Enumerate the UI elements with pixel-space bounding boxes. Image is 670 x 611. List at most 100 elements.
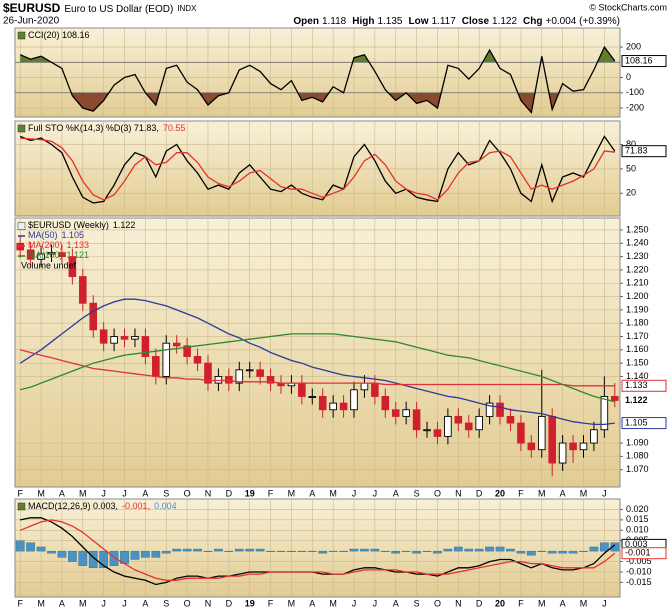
quote-label: Chg: [523, 16, 542, 27]
end-value-label: 1.105: [625, 417, 648, 427]
x-tick-label: A: [393, 488, 399, 498]
y-tick-label: 1.080: [626, 451, 649, 461]
y-tick-label: -200: [626, 102, 644, 112]
candle-body: [371, 382, 379, 397]
candle-body: [183, 345, 191, 357]
panel-title: MACD(12,26,9) 0.003, -0.001, 0.004: [28, 501, 177, 511]
panel-icon: [17, 502, 26, 511]
x-tick-label: M: [79, 488, 87, 498]
y-tick-label: -0.010: [626, 566, 652, 576]
quote-value: 1.118: [322, 16, 347, 27]
candle-body: [579, 442, 588, 451]
x-tick-label: F: [268, 488, 274, 498]
y-tick-label: 50: [626, 163, 636, 173]
line: [20, 349, 615, 387]
x-tick-label: J: [373, 598, 378, 608]
x-tick-label: A: [560, 598, 566, 608]
x-tick-label: A: [142, 488, 148, 498]
histogram-bar: [610, 542, 620, 552]
candle-body: [110, 336, 118, 344]
histogram-bar: [109, 550, 119, 566]
candle-body: [402, 409, 410, 417]
histogram-bar: [443, 548, 453, 552]
plot: [15, 121, 620, 216]
y-tick-label: 1.070: [626, 464, 649, 474]
histogram-bar: [151, 550, 161, 558]
candle-body: [152, 356, 160, 377]
panel: [14, 27, 621, 118]
quote-value: 1.135: [377, 16, 402, 27]
candle-body: [318, 395, 327, 411]
volume-label: Volume undef: [21, 260, 77, 270]
histogram-bar: [526, 550, 536, 556]
end-value-box: [622, 394, 666, 406]
x-tick-label: A: [309, 598, 315, 608]
close-label: 1.122: [625, 395, 648, 405]
candle-body: [131, 336, 139, 340]
end-value-label: -0.001: [625, 548, 651, 558]
histogram-bar: [495, 546, 505, 552]
histogram-bar: [78, 550, 88, 566]
exchange: INDX: [177, 4, 197, 13]
candle-body: [99, 329, 108, 344]
x-tick-label: A: [59, 488, 65, 498]
x-tick-label: S: [414, 488, 420, 498]
plot: [15, 28, 620, 117]
legend-entry: MA(200) 1.133: [28, 240, 89, 250]
candle-body: [391, 409, 400, 417]
histogram-bar: [485, 546, 494, 552]
quote-label: Close: [462, 16, 490, 27]
panel-title-part: CCI(20) 108.16: [28, 30, 90, 40]
candle-body: [506, 415, 515, 424]
histogram-bar: [360, 548, 369, 552]
candle-body: [558, 442, 567, 464]
candle-body: [454, 415, 463, 424]
histogram-bar: [245, 548, 255, 552]
histogram-bar: [224, 550, 234, 552]
y-tick-label: 1.220: [626, 264, 649, 274]
plot: [15, 218, 620, 487]
x-tick-label: J: [352, 488, 357, 498]
end-value-label: 71.83: [625, 146, 648, 156]
legend-entry: MA(100) 1.121: [28, 250, 89, 260]
end-value-box: [621, 547, 667, 560]
x-tick-label: 19: [245, 598, 255, 608]
panel-title-part: -0.001,: [122, 501, 150, 511]
histogram-bar: [339, 550, 348, 552]
x-tick-label: N: [205, 488, 212, 498]
y-tick-label: 80: [626, 139, 636, 149]
histogram-bar: [464, 548, 474, 552]
line: [19, 519, 616, 581]
legend-name: MA(50): [28, 230, 58, 240]
end-value-box: [621, 417, 667, 430]
candle-body: [496, 402, 504, 417]
histogram-bar: [182, 548, 192, 552]
candle-body: [120, 336, 129, 340]
histogram-bar: [99, 550, 109, 569]
x-tick-label: S: [163, 488, 169, 498]
x-tick-label: F: [268, 598, 274, 608]
histogram-bar: [422, 550, 432, 552]
candle-body: [225, 376, 233, 384]
header-title: $EURUSD Euro to US Dollar (EOD) INDX: [3, 1, 197, 15]
legend-icon: [17, 222, 26, 230]
legend-entry: MA(50) 1.105: [28, 230, 84, 240]
histogram-bar: [26, 542, 36, 552]
line: [20, 137, 615, 201]
histogram-bar: [266, 550, 275, 552]
end-value-label: 108.16: [625, 55, 653, 65]
x-tick-label: F: [518, 488, 524, 498]
candle-body: [381, 395, 390, 411]
x-tick-label: J: [101, 598, 106, 608]
x-tick-label: A: [560, 488, 566, 498]
candle-body: [517, 422, 525, 444]
y-tick-label: 1.140: [626, 371, 649, 381]
candle-body: [610, 395, 619, 401]
candle-body: [485, 402, 494, 417]
x-tick-label: O: [434, 598, 441, 608]
histogram-bar: [412, 550, 421, 554]
x-tick-label: F: [518, 598, 524, 608]
candle-body: [329, 402, 337, 411]
y-tick-label: 1.240: [626, 238, 649, 248]
panel-icon: [17, 31, 26, 40]
